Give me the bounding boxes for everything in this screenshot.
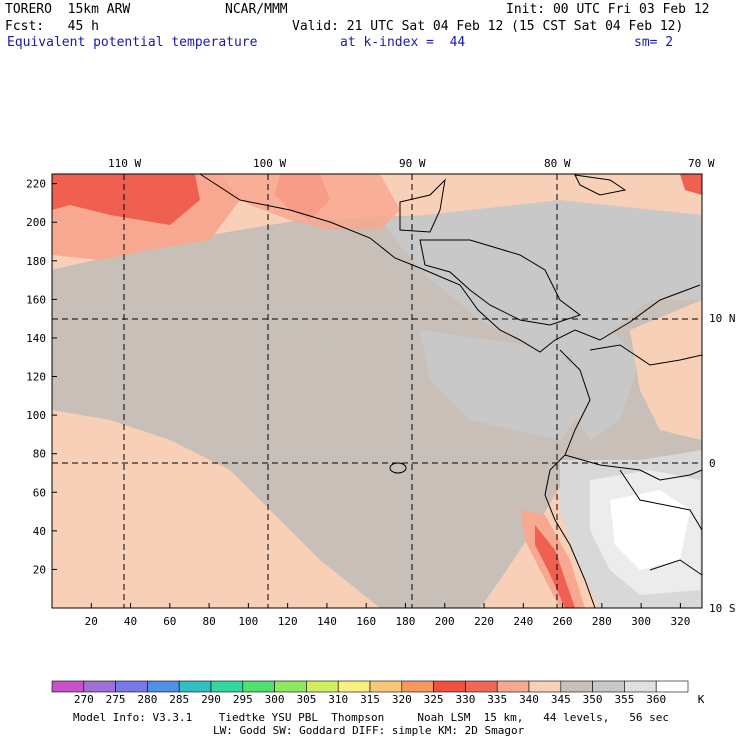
y-ticks: 220 200 180 160 140 120 100 80 60 40 20 [26,178,57,576]
colorbar-unit: K [697,693,705,706]
colorbar-swatch [274,680,307,693]
colorbar-swatch [306,680,339,693]
colorbar-label: 325 [423,693,444,706]
colorbar-label: 310 [328,693,349,706]
colorbar-label: 360 [646,693,667,706]
colorbar [51,680,689,693]
colorbar-swatch [655,680,689,693]
colorbar-swatch [465,680,498,693]
colorbar-label: 305 [296,693,317,706]
x-tick-label: 20 [85,615,98,628]
colorbar-swatch [369,680,403,693]
colorbar-swatch [496,680,530,693]
colorbar-label: 320 [391,693,412,706]
x-tick-label: 140 [317,615,337,628]
y-tick-label: 140 [26,332,46,345]
colorbar-label: 340 [519,693,539,706]
colorbar-label: 330 [455,693,476,706]
lon-label-70w: 70 W [688,157,715,170]
init-time: Init: 00 UTC Fri 03 Feb 12 [506,2,710,17]
forecast-hour: Fcst: 45 h [5,19,99,34]
x-tick-label: 280 [592,615,612,628]
x-tick-label: 200 [435,615,455,628]
colorbar-swatch [242,680,275,693]
valid-time: Valid: 21 UTC Sat 04 Feb 12 (15 CST Sat … [292,19,684,34]
x-tick-label: 240 [513,615,533,628]
colorbar-swatch [560,680,593,693]
colorbar-label: 290 [201,693,221,706]
x-tick-label: 80 [202,615,215,628]
lon-label-80w: 80 W [544,157,571,170]
x-tick-label: 300 [631,615,651,628]
lon-label-110w: 110 W [108,157,142,170]
model-name: TORERO 15km ARW [5,2,131,17]
colorbar-label: 355 [614,693,635,706]
colorbar-label: 295 [232,693,253,706]
colorbar-label: 350 [582,693,603,706]
level-index: at k-index = 44 [340,35,466,50]
colorbar-label: 300 [264,693,285,706]
lon-label-100w: 100 W [253,157,287,170]
colorbar-swatch [210,680,244,693]
colorbar-swatch [528,680,562,693]
y-tick-label: 20 [33,563,46,576]
colorbar-label: 315 [360,693,380,706]
colorbar-swatch [147,680,180,693]
colorbar-swatch [433,680,466,693]
colorbar-swatch [178,680,212,693]
lon-label-90w: 90 W [399,157,426,170]
x-tick-label: 100 [238,615,258,628]
colorbar-swatch [83,680,116,693]
y-tick-label: 180 [26,255,46,268]
x-tick-label: 160 [356,615,376,628]
smoothing: sm= 2 [634,35,674,50]
colorbar-swatch [624,680,657,693]
x-tick-label: 60 [163,615,176,628]
latlon-grid [52,174,702,608]
lat-label-0: 0 [709,457,716,470]
colorbar-label: 270 [73,693,94,706]
x-tick-label: 120 [278,615,298,628]
colorbar-label: 285 [169,693,190,706]
lat-label-10s: 10 S [709,602,736,615]
x-tick-label: 180 [396,615,416,628]
colorbar-swatch [592,680,625,693]
colorbar-label: 335 [487,693,508,706]
colorbar-label: 345 [550,693,571,706]
colorbar-swatch [115,680,148,693]
physics-info: LW: Godd SW: Goddard DIFF: simple KM: 2D… [213,724,525,737]
x-tick-label: 40 [124,615,137,628]
lat-label-10n: 10 N [709,312,736,325]
colorbar-label: 280 [137,693,158,706]
x-tick-label: 220 [474,615,494,628]
map-shading [52,174,702,608]
y-tick-label: 60 [33,486,46,499]
x-tick-label: 260 [553,615,573,628]
model-info: Model Info: V3.3.1 Tiedtke YSU PBL Thomp… [73,711,670,724]
y-tick-label: 100 [26,409,46,422]
map-frame [51,173,703,609]
colorbar-label: 275 [105,693,126,706]
field-name: Equivalent potential temperature [7,35,258,50]
y-tick-label: 160 [26,293,46,306]
y-tick-label: 40 [33,525,46,538]
x-tick-label: 320 [670,615,690,628]
y-tick-label: 200 [26,216,46,229]
y-tick-label: 80 [33,448,46,461]
x-ticks: 20 40 60 80 100 120 140 160 180 200 220 240 260 280 30… [85,603,690,628]
y-tick-label: 120 [26,371,46,384]
center-name: NCAR/MMM [225,2,288,17]
colorbar-swatch [51,680,85,693]
colorbar-swatch [337,680,371,693]
colorbar-swatch [401,680,434,693]
y-tick-label: 220 [26,178,46,191]
